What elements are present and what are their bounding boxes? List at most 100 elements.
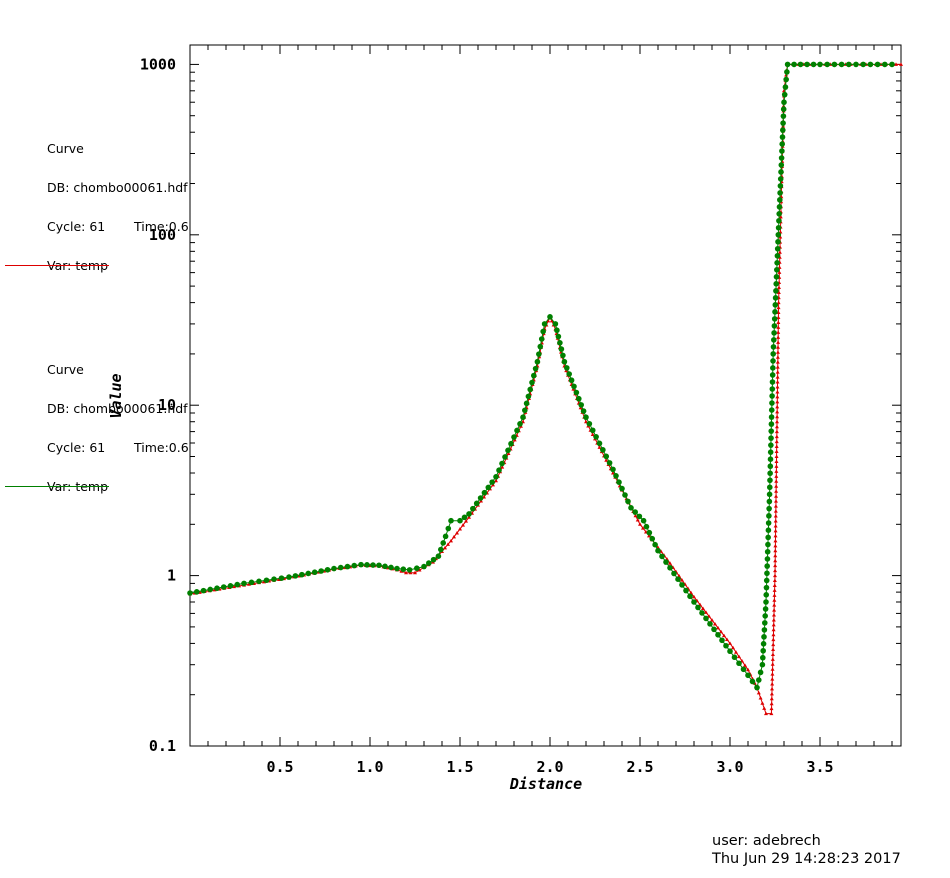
data-point [299, 571, 305, 578]
data-point [763, 599, 769, 605]
data-point [775, 350, 780, 354]
data-point [780, 106, 787, 112]
data-point [517, 421, 523, 427]
data-point [771, 613, 776, 617]
legend-db: DB: chombo00061.hdf [47, 180, 188, 195]
data-point [376, 562, 382, 569]
series-2 [187, 61, 895, 691]
data-point [532, 365, 539, 372]
data-point [774, 267, 780, 273]
data-point [443, 545, 447, 550]
data-point [625, 498, 631, 505]
data-point [610, 466, 616, 473]
data-point [780, 127, 786, 133]
data-point [773, 504, 778, 508]
legend-db: DB: chombo00061.hdf [47, 401, 188, 416]
data-point [234, 581, 241, 588]
data-point [286, 574, 292, 580]
data-point [774, 245, 781, 252]
data-point [749, 678, 756, 685]
x-tick-label: 0.5 [266, 758, 293, 776]
data-point [641, 526, 645, 530]
data-point [568, 377, 575, 384]
data-point [774, 469, 779, 473]
y-tick-label: 1000 [140, 55, 176, 73]
data-point [241, 580, 247, 587]
data-point [770, 677, 775, 681]
data-point [765, 541, 771, 548]
data-point [874, 61, 881, 68]
legend: Curve DB: chombo00061.hdf Cycle: 61 Time:… [5, 90, 189, 532]
data-point [603, 453, 610, 460]
data-point [606, 460, 613, 466]
data-point [710, 618, 714, 622]
data-point [531, 372, 537, 379]
data-point [263, 577, 270, 584]
data-point [703, 615, 709, 622]
data-point [589, 427, 596, 434]
data-point [781, 99, 787, 106]
data-point [770, 365, 776, 371]
data-point [541, 321, 548, 327]
data-point [481, 489, 488, 496]
data-point [772, 593, 777, 597]
data-point [713, 622, 717, 626]
data-point [549, 318, 554, 323]
data-point [537, 343, 544, 350]
data-point [778, 235, 783, 239]
data-point [777, 250, 782, 254]
data-point [583, 414, 589, 421]
series-1 [188, 62, 903, 716]
x-tick-label: 1.5 [446, 758, 473, 776]
data-point [743, 663, 747, 667]
data-point [760, 647, 766, 654]
data-point [776, 335, 781, 339]
data-point [633, 513, 638, 518]
data-point [446, 542, 450, 546]
data-point [573, 389, 580, 396]
data-point [773, 558, 778, 563]
data-point [894, 62, 898, 66]
data-point [699, 610, 705, 616]
data-point [716, 625, 720, 630]
data-point [271, 576, 277, 582]
data-point [552, 321, 559, 327]
data-point [775, 414, 780, 419]
data-point [770, 686, 775, 691]
y-tick-label: 0.1 [149, 737, 176, 755]
data-point [760, 640, 767, 647]
data-point [232, 584, 237, 589]
data-point [723, 642, 729, 649]
data-point [777, 197, 783, 203]
data-point [777, 176, 784, 182]
data-point [762, 620, 768, 626]
data-point [506, 451, 511, 456]
data-point [596, 440, 603, 447]
data-point [400, 566, 407, 573]
data-point [477, 495, 484, 501]
series-layer [187, 61, 903, 716]
data-point [774, 474, 779, 478]
data-point [421, 563, 427, 570]
data-point [758, 696, 763, 700]
legend-cycle-row: Cycle: 61 Time:0.6 [47, 441, 189, 454]
data-point [538, 336, 545, 342]
data-point [727, 648, 733, 655]
data-point [769, 379, 776, 385]
data-point [778, 169, 784, 175]
data-point [646, 529, 653, 536]
data-point [780, 113, 787, 119]
data-point [220, 584, 227, 590]
data-point [763, 584, 770, 591]
data-point [773, 543, 778, 548]
data-point [445, 525, 452, 532]
data-point [768, 407, 775, 413]
data-point [775, 419, 780, 424]
data-point [278, 575, 285, 581]
data-point [576, 395, 582, 402]
data-point [773, 538, 778, 543]
data-point [760, 654, 766, 661]
data-point [776, 330, 781, 334]
data-point [773, 568, 778, 573]
